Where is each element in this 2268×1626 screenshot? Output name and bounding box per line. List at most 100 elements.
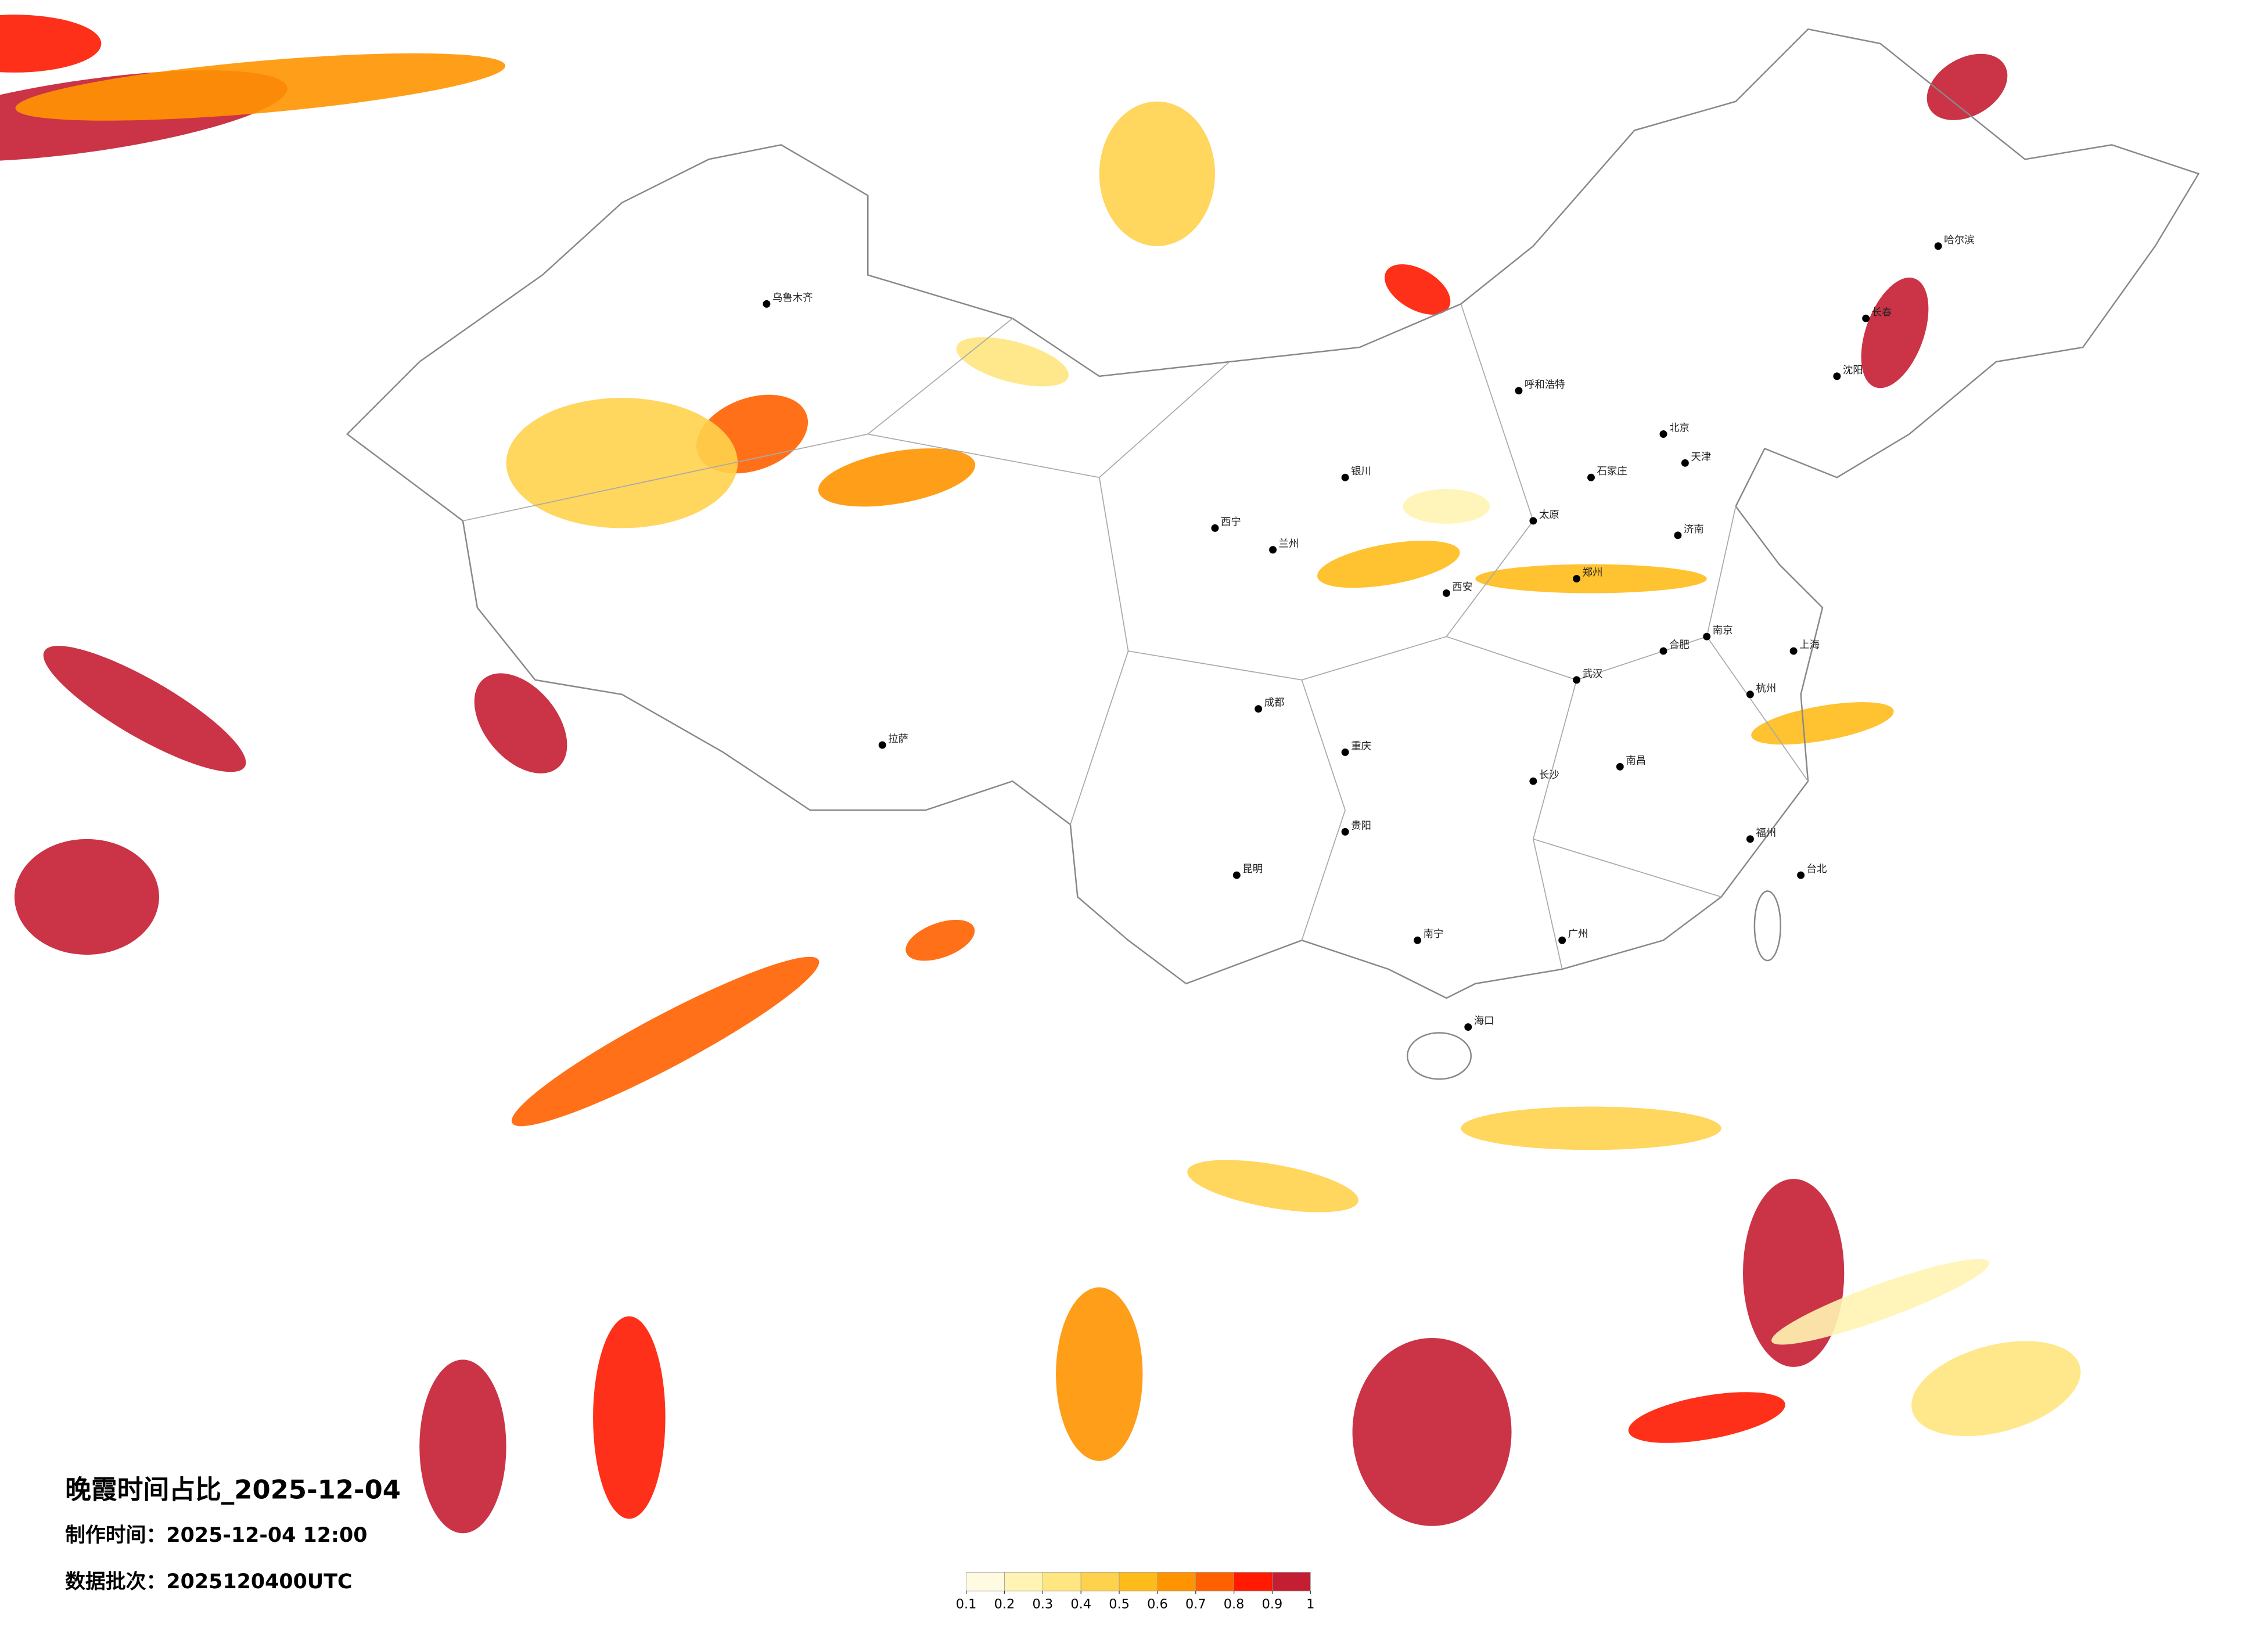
city-dot — [1616, 762, 1624, 771]
batch-label: 数据批次： — [65, 1570, 166, 1593]
map-title: 晚霞时间占比_2025-12-04 — [65, 1474, 401, 1505]
batch: 数据批次：2025120400UTC — [65, 1570, 353, 1593]
heat-patch — [474, 673, 567, 774]
city-dot — [1211, 524, 1219, 532]
city-label: 海口 — [1474, 1016, 1494, 1027]
city-dot — [1833, 372, 1841, 380]
city-label: 上海 — [1799, 639, 1820, 651]
city-label: 广州 — [1568, 929, 1588, 940]
city-label: 重庆 — [1351, 740, 1371, 752]
colorbar-label: 0.4 — [1070, 1597, 1091, 1612]
city-label: 天津 — [1691, 451, 1711, 463]
heat-patch — [818, 448, 976, 507]
city-label: 太原 — [1539, 509, 1559, 521]
heat-patch — [1317, 541, 1460, 588]
heat-patch — [15, 53, 506, 121]
city-dot — [1789, 647, 1798, 655]
city-dot — [1414, 936, 1422, 944]
heat-patch — [1861, 278, 1929, 388]
city-dot — [1573, 575, 1581, 583]
city-dot — [1269, 546, 1277, 554]
city-dot — [1341, 473, 1349, 481]
colorbar-label: 0.6 — [1147, 1597, 1168, 1612]
heat-patch — [1056, 1287, 1143, 1461]
city-dot — [1659, 647, 1667, 655]
heat-patch — [593, 1316, 666, 1519]
heat-patch — [1771, 1259, 1990, 1345]
city-dot — [1558, 936, 1566, 944]
city-label: 武汉 — [1583, 668, 1603, 680]
heat-patch — [43, 646, 246, 772]
heat-patch — [419, 1359, 506, 1534]
province-lines — [462, 304, 1809, 970]
city-dot — [1587, 473, 1595, 481]
colorbar-label: 0.5 — [1109, 1597, 1130, 1612]
taiwan — [1753, 890, 1781, 962]
city-label: 郑州 — [1583, 567, 1603, 579]
city-label: 兰州 — [1279, 538, 1299, 550]
heat-patch — [14, 839, 159, 955]
city-dot — [1746, 835, 1754, 843]
heat-patch — [1628, 1392, 1785, 1443]
city-dot — [1464, 1023, 1472, 1031]
heat-patch — [1099, 101, 1215, 246]
city-dot — [1255, 705, 1263, 713]
colorbar-bin — [1042, 1572, 1081, 1592]
colorbar-bin — [1234, 1572, 1273, 1592]
colorbar-bin — [1119, 1572, 1158, 1592]
city-dot — [1442, 589, 1450, 597]
colorbar-bin — [966, 1572, 1005, 1592]
city-dot — [878, 741, 886, 749]
heat-patch — [1751, 702, 1894, 745]
city-label: 南宁 — [1424, 929, 1444, 940]
city-dot — [1746, 690, 1754, 699]
made-time: 制作时间：2025-12-04 12:00 — [65, 1524, 367, 1547]
city-label: 长春 — [1872, 307, 1892, 318]
city-dot — [1674, 531, 1682, 539]
heat-patch — [506, 398, 738, 528]
heat-patch — [1461, 1106, 1721, 1150]
city-label: 沈阳 — [1843, 365, 1863, 376]
city-dot — [1573, 676, 1581, 684]
heat-layer — [0, 15, 2081, 1534]
colorbar-label: 0.9 — [1262, 1597, 1283, 1612]
heat-patch — [1403, 489, 1490, 524]
city-label: 西宁 — [1221, 516, 1241, 528]
heat-patch — [1911, 1341, 2081, 1437]
colorbar-bin — [1272, 1572, 1311, 1592]
city-dot — [1681, 459, 1689, 467]
city-label: 杭州 — [1756, 683, 1776, 695]
heat-patch — [1475, 564, 1707, 593]
city-label: 南京 — [1713, 625, 1733, 636]
city-label: 北京 — [1669, 423, 1690, 434]
colorbar-label: 0.2 — [994, 1597, 1015, 1612]
city-label: 拉萨 — [888, 733, 908, 745]
made-value: 2025-12-04 12:00 — [166, 1524, 367, 1547]
colorbar-label: 1 — [1306, 1597, 1314, 1612]
batch-value: 2025120400UTC — [166, 1570, 352, 1593]
city-dot — [763, 300, 771, 308]
colorbar-label: 0.7 — [1185, 1597, 1206, 1612]
city-label: 昆明 — [1242, 864, 1263, 875]
city-label: 呼和浩特 — [1525, 379, 1565, 391]
heat-patch — [905, 919, 975, 961]
colorbar-bin — [1195, 1572, 1234, 1592]
heat-patch — [1352, 1338, 1512, 1526]
colorbar-label: 0.8 — [1224, 1597, 1245, 1612]
city-label: 合肥 — [1669, 639, 1690, 651]
heat-patch — [1187, 1160, 1358, 1213]
heat-patch — [0, 15, 102, 73]
city-label: 长沙 — [1539, 769, 1559, 781]
colorbar-label: 0.1 — [956, 1597, 977, 1612]
city-dot — [1341, 748, 1349, 756]
city-label: 福州 — [1756, 828, 1776, 839]
hainan — [1406, 1032, 1472, 1080]
city-label: 石家庄 — [1597, 466, 1627, 477]
colorbar-bin — [1157, 1572, 1196, 1592]
heat-patch — [1926, 53, 2008, 120]
colorbar-label: 0.3 — [1033, 1597, 1054, 1612]
heat-patch — [956, 337, 1069, 387]
city-dot — [1515, 387, 1523, 395]
